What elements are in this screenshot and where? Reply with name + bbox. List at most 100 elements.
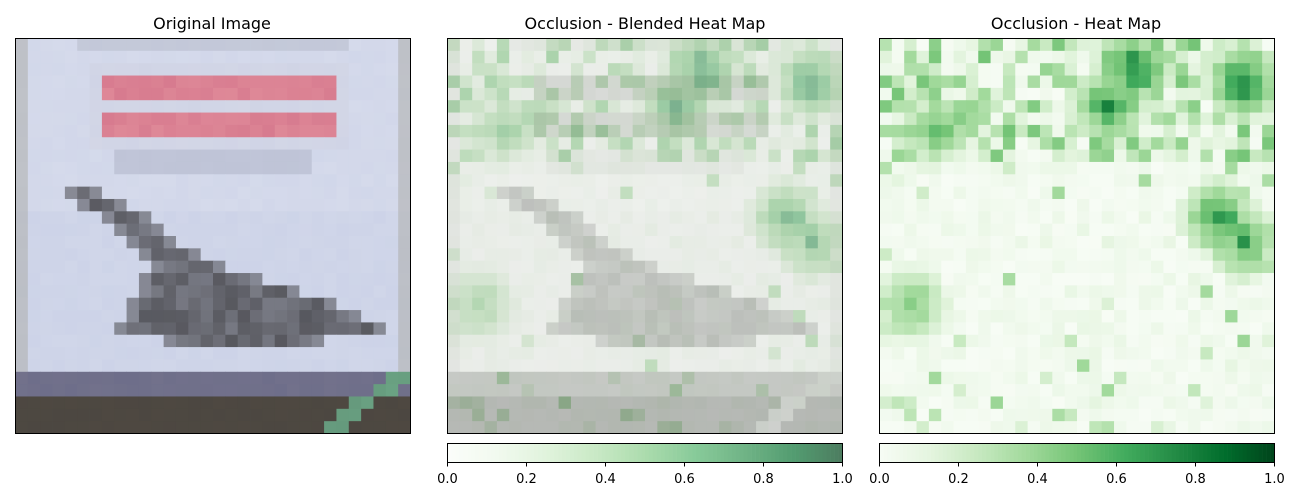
- original-cell: [373, 112, 387, 126]
- blended-cell: [496, 50, 510, 64]
- blended-cell: [817, 408, 831, 422]
- heatmap-cell: [1114, 186, 1127, 200]
- heatmap-cell: [1101, 211, 1115, 225]
- heatmap-colorbar-segment: [1159, 443, 1165, 463]
- blended-cell: [694, 161, 708, 175]
- original-cell: [52, 260, 66, 274]
- original-cell: [27, 63, 41, 76]
- blended-cell: [509, 211, 522, 225]
- original-cell: [126, 100, 140, 113]
- blended-cell: [805, 137, 819, 150]
- heatmap-cell: [978, 310, 991, 323]
- heatmap-cell: [990, 211, 1004, 225]
- heatmap-cell: [941, 297, 954, 311]
- original-cell: [188, 384, 202, 397]
- heatmap-colorbar-segment: [1152, 443, 1157, 463]
- heatmap-cell: [1077, 371, 1090, 385]
- heatmap-cell: [879, 347, 893, 360]
- original-cell: [64, 87, 78, 101]
- original-cell: [138, 408, 152, 422]
- original-cell: [250, 161, 263, 175]
- heatmap-cell: [1262, 174, 1275, 188]
- heatmap-cell: [879, 384, 893, 397]
- original-cell: [311, 186, 325, 200]
- heatmap-cell: [1188, 124, 1201, 138]
- original-cell: [348, 371, 362, 385]
- heatmap-cell: [916, 408, 930, 422]
- blended-cell: [793, 50, 806, 64]
- blended-colorbar-segment: [755, 443, 760, 463]
- original-cell: [274, 223, 288, 237]
- heatmap-cell: [916, 124, 930, 138]
- original-cell: [385, 334, 399, 348]
- heatmap-cell: [953, 322, 967, 336]
- heatmap-cell: [1002, 186, 1016, 200]
- original-cell: [237, 63, 251, 76]
- original-cell: [15, 347, 29, 360]
- blended-cell: [645, 50, 658, 64]
- blended-cell: [780, 87, 794, 101]
- blended-cell: [682, 310, 695, 323]
- blended-cell: [509, 198, 522, 212]
- blended-cell: [447, 75, 461, 89]
- original-cell: [27, 161, 41, 175]
- heatmap-colorbar-segment: [1140, 443, 1145, 463]
- original-cell: [336, 285, 350, 299]
- heatmap-cell: [1064, 161, 1078, 175]
- original-cell: [114, 223, 127, 237]
- original-cell: [188, 248, 202, 262]
- blended-cell: [706, 149, 720, 163]
- original-cell: [237, 347, 251, 360]
- heatmap-cell: [904, 75, 917, 89]
- original-cell: [385, 421, 399, 434]
- heatmap-cell: [1114, 408, 1127, 422]
- heatmap-cell: [1188, 161, 1201, 175]
- blended-colorbar-segment: [735, 443, 741, 463]
- heatmap-colorbar-segment: [930, 443, 936, 463]
- heatmap-cell: [965, 260, 979, 274]
- blended-cell: [706, 100, 720, 113]
- original-cell: [200, 137, 214, 150]
- blended-cell: [533, 248, 547, 262]
- blended-cell: [768, 137, 782, 150]
- heatmap-cell: [891, 236, 905, 249]
- blended-cell: [793, 421, 806, 434]
- heatmap-cell: [1188, 248, 1201, 262]
- heatmap-cell: [891, 248, 905, 262]
- original-cell: [311, 334, 325, 348]
- original-cell: [151, 297, 165, 311]
- heatmap-cell: [990, 63, 1004, 76]
- original-cell: [15, 248, 29, 262]
- heatmap-cell: [1039, 174, 1053, 188]
- blended-cell: [546, 285, 559, 299]
- blended-cell: [570, 248, 584, 262]
- original-cell: [299, 174, 313, 188]
- heatmap-cell: [891, 285, 905, 299]
- heatmap-cell: [1200, 63, 1214, 76]
- blended-cell: [817, 396, 831, 410]
- heatmap-cell: [1002, 161, 1016, 175]
- blended-cell: [607, 75, 621, 89]
- heatmap-cell: [1225, 297, 1238, 311]
- blended-cell: [694, 63, 708, 76]
- heatmap-cell: [1249, 421, 1263, 434]
- heatmap-cell: [1262, 347, 1275, 360]
- heatmap-cell: [891, 334, 905, 348]
- heatmap-cell: [990, 236, 1004, 249]
- heatmap-colorbar-segment: [994, 443, 999, 463]
- blended-cell: [793, 38, 806, 52]
- original-cell: [237, 384, 251, 397]
- original-cell: [151, 38, 165, 52]
- heatmap-cell: [953, 137, 967, 150]
- original-cell: [40, 236, 53, 249]
- blended-cell: [830, 396, 843, 410]
- heatmap-cell: [1015, 310, 1029, 323]
- blended-cell: [459, 38, 473, 52]
- heatmap-cell: [1175, 297, 1189, 311]
- blended-cell: [756, 273, 769, 286]
- original-cell: [188, 198, 202, 212]
- original-cell: [274, 87, 288, 101]
- blended-cell: [533, 310, 547, 323]
- heatmap-cell: [1089, 137, 1103, 150]
- original-cell: [373, 322, 387, 336]
